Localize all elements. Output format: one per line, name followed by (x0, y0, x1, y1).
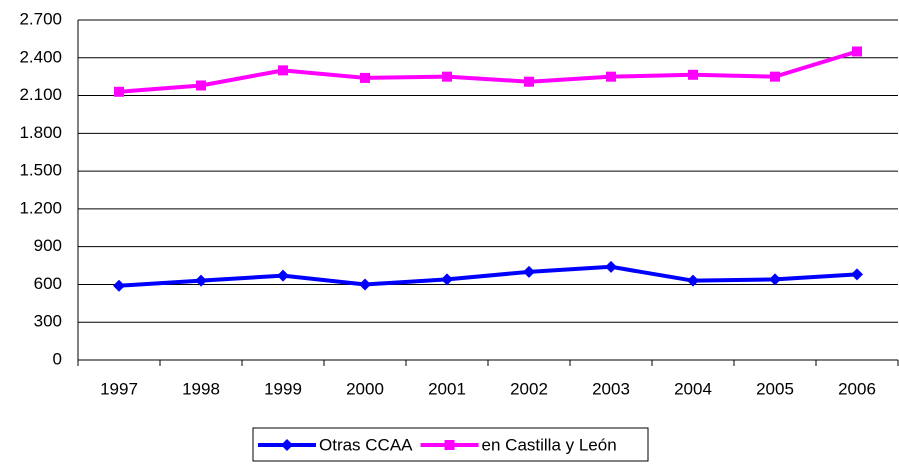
x-tick-label: 1997 (100, 379, 138, 398)
y-tick-label: 2.100 (19, 85, 62, 104)
marker (606, 71, 616, 82)
marker (688, 69, 698, 80)
marker (196, 80, 206, 91)
x-tick-label: 2002 (510, 379, 548, 398)
marker (523, 265, 535, 278)
marker (441, 273, 453, 286)
marker (852, 46, 862, 57)
x-tick-label: 2003 (592, 379, 630, 398)
marker (524, 76, 534, 87)
marker (195, 274, 207, 287)
marker (277, 269, 289, 282)
marker (687, 274, 699, 287)
y-tick-label: 1.800 (19, 123, 62, 142)
marker (851, 268, 863, 281)
y-tick-label: 300 (34, 312, 62, 331)
x-tick-label: 2004 (674, 379, 712, 398)
x-tick-label: 1998 (182, 379, 220, 398)
y-tick-label: 0 (53, 349, 62, 368)
marker (278, 65, 288, 76)
y-tick-label: 600 (34, 274, 62, 293)
x-tick-label: 1999 (264, 379, 302, 398)
y-tick-label: 1.200 (19, 198, 62, 217)
x-tick-label: 2005 (756, 379, 794, 398)
marker (281, 439, 293, 451)
x-tick-label: 2001 (428, 379, 466, 398)
series-line (118, 264, 858, 288)
marker (770, 71, 780, 82)
marker (113, 279, 125, 292)
marker (769, 273, 781, 286)
x-tick-label: 2006 (838, 379, 876, 398)
legend-label: Otras CCAA (319, 435, 413, 454)
y-tick-label: 900 (34, 236, 62, 255)
x-tick-label: 2000 (346, 379, 384, 398)
y-tick-label: 2.400 (19, 47, 62, 66)
marker (114, 86, 124, 97)
y-tick-label: 2.700 (19, 9, 62, 28)
legend-label: en Castilla y León (482, 435, 617, 454)
marker (442, 71, 452, 82)
marker (359, 278, 371, 291)
marker (444, 440, 455, 450)
series-line (118, 49, 858, 94)
marker (605, 260, 617, 273)
marker (360, 72, 370, 83)
y-tick-label: 1.500 (19, 161, 62, 180)
